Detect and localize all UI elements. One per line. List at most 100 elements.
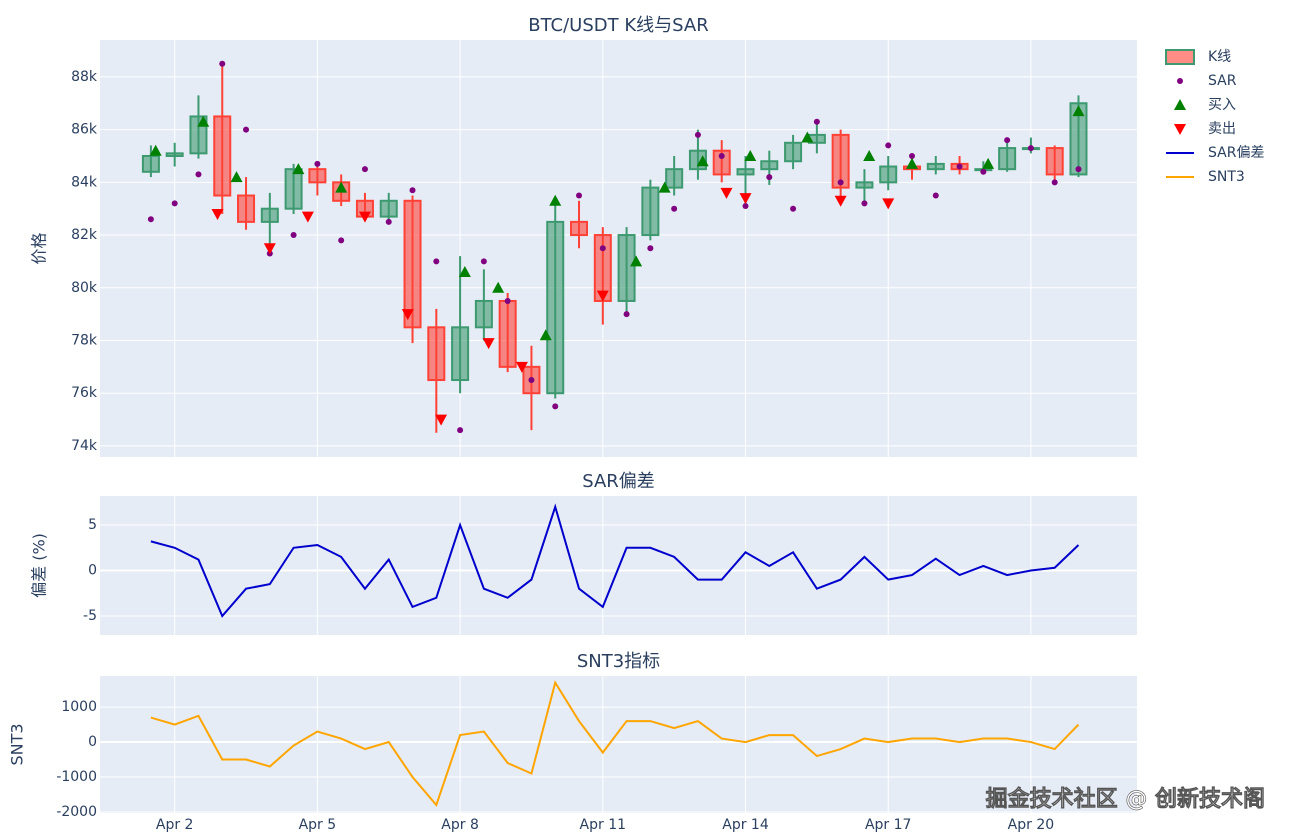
y-axis-title: 价格: [30, 232, 49, 264]
y-tick-label: 86k: [71, 122, 98, 138]
sar-dot: [647, 245, 654, 252]
sar-dot: [290, 232, 297, 239]
buy-signal: [696, 155, 709, 167]
candle-body: [855, 181, 874, 189]
candle-body: [665, 168, 684, 189]
x-tick-label: Apr 11: [580, 817, 626, 833]
sar-dot: [980, 168, 987, 175]
y-axis-title: 偏差 (%): [30, 533, 49, 598]
sell-signal: [435, 414, 448, 426]
subplot-title: BTC/USDT K线与SAR: [528, 15, 708, 36]
buy-signal: [458, 265, 471, 277]
y-tick-label: -2000: [56, 804, 97, 820]
sar-dot: [908, 152, 915, 159]
y-tick-label: 0: [88, 734, 97, 750]
subplot-title: SNT3指标: [577, 651, 660, 672]
legend-label: 买入: [1208, 97, 1236, 113]
sar-dot: [147, 216, 154, 223]
sell-signal: [515, 361, 528, 373]
sar-dot: [314, 160, 321, 167]
legend-swatch: [1174, 99, 1186, 110]
sar-dot: [718, 152, 725, 159]
sar-dot: [885, 142, 892, 149]
sell-signal: [401, 309, 414, 321]
y-tick-label: -1000: [56, 769, 97, 785]
y-tick-label: 80k: [71, 280, 98, 296]
sell-signal: [739, 193, 752, 205]
sar-dot: [766, 174, 773, 181]
buy-signal: [292, 163, 305, 175]
x-tick-label: Apr 5: [299, 817, 337, 833]
legend-swatch: [1177, 78, 1183, 84]
buy-signal: [335, 181, 348, 193]
y-tick-label: 82k: [71, 227, 98, 243]
legend-swatch: [1174, 124, 1186, 135]
x-tick-label: Apr 14: [722, 817, 769, 833]
sar-dot: [457, 427, 464, 434]
candle-body: [308, 168, 327, 184]
candle-body: [1045, 147, 1064, 176]
candle-body: [237, 194, 256, 223]
y-tick-label: 76k: [71, 385, 98, 401]
plot-area: [100, 676, 1137, 813]
buy-signal: [658, 181, 671, 193]
sell-signal: [263, 243, 276, 255]
sar-dot: [742, 203, 749, 210]
candle-body: [712, 149, 731, 176]
sar-dot: [599, 245, 606, 252]
line-series: [150, 680, 1080, 807]
candle-body: [641, 186, 660, 237]
sar-dot: [195, 171, 202, 178]
sar-dot: [837, 179, 844, 186]
candle-body: [736, 168, 755, 176]
sar-dot: [1075, 166, 1082, 173]
candle-body: [213, 115, 232, 197]
buy-signal: [982, 157, 995, 169]
sell-signal: [358, 211, 371, 223]
buy-signal: [801, 131, 814, 143]
candle-body: [926, 162, 945, 171]
subplot-title: SAR偏差: [582, 471, 655, 492]
sell-signal: [482, 338, 495, 350]
sell-signal: [211, 208, 224, 220]
x-tick-label: Apr 20: [1008, 817, 1054, 833]
candle-body: [498, 299, 517, 368]
buy-signal: [539, 329, 552, 341]
sar-dot: [576, 192, 583, 199]
legend-swatch: [1165, 49, 1195, 65]
candle-body: [546, 220, 565, 395]
buy-signal: [492, 281, 505, 293]
sell-signal: [301, 211, 314, 223]
y-tick-label: 88k: [71, 69, 98, 85]
sar-dot: [790, 205, 797, 212]
buy-signal: [905, 157, 918, 169]
buy-signal: [1072, 105, 1085, 117]
sar-dot: [1027, 145, 1034, 152]
y-tick-label: 84k: [71, 174, 98, 190]
sar-dot: [552, 403, 559, 410]
candle-body: [1069, 102, 1088, 176]
buy-signal: [149, 144, 162, 156]
candle-body: [998, 147, 1017, 171]
candle-body: [570, 220, 589, 237]
candle-body: [379, 199, 398, 218]
legend-label: SAR偏差: [1208, 145, 1264, 161]
candle-body: [284, 168, 303, 210]
sar-dot: [219, 60, 226, 67]
candle-body: [760, 160, 779, 171]
sar-dot: [338, 237, 345, 244]
sell-signal: [882, 198, 895, 210]
sar-dot: [480, 258, 487, 265]
buy-signal: [230, 171, 243, 183]
candle-body: [474, 299, 493, 329]
sar-dot: [671, 205, 678, 212]
candle-body: [617, 234, 636, 302]
sar-dot: [1004, 137, 1011, 144]
sar-dot: [623, 311, 630, 318]
candle-body: [451, 326, 470, 382]
sar-dot: [932, 192, 939, 199]
buy-signal: [197, 115, 210, 127]
sar-dot: [694, 131, 701, 138]
y-tick-label: 0: [88, 563, 97, 579]
sell-signal: [834, 195, 847, 207]
